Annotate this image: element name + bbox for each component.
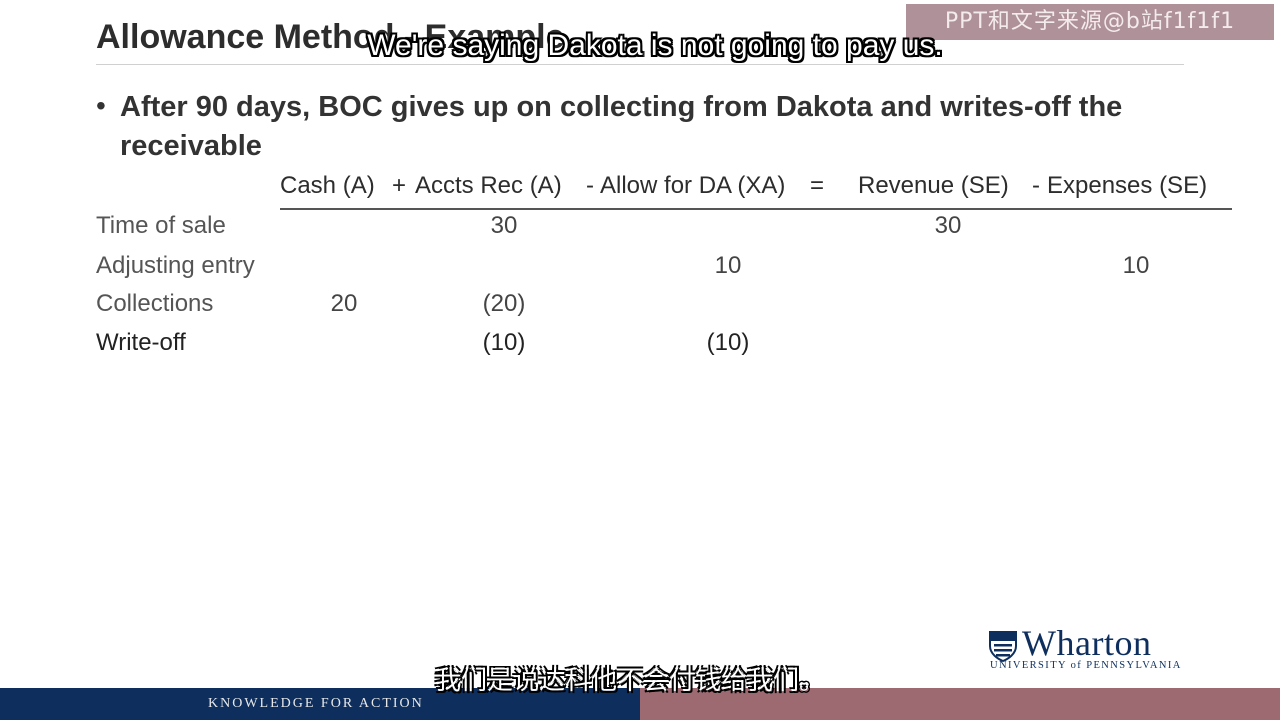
title-divider: [96, 64, 1184, 65]
english-subtitle: We're saying Dakota is not going to pay …: [367, 29, 943, 62]
slide-title: Allowance Method - Example: [96, 18, 565, 56]
cell-allow-da: (10): [706, 329, 750, 356]
row-label-collections: Collections: [96, 290, 214, 317]
bullet-dot-icon: •: [96, 90, 106, 121]
chinese-subtitle: 我们是说达科他不会付钱给我们。: [434, 666, 825, 696]
cell-expenses: 10: [1122, 252, 1150, 279]
cell-accts-rec: (20): [482, 290, 526, 317]
cell-accts-rec: 30: [490, 212, 518, 239]
header-minus-2: -: [1032, 172, 1040, 199]
bullet-text: After 90 days, BOC gives up on collectin…: [120, 91, 1123, 162]
row-label-adjusting-entry: Adjusting entry: [96, 252, 255, 279]
watermark-banner: PPT和文字来源@b站f1f1f1: [906, 4, 1274, 40]
cell-allow-da: 10: [714, 252, 742, 279]
header-expenses: Expenses (SE): [1047, 172, 1208, 199]
footer-mauve-bar: [640, 688, 1280, 720]
logo-wordmark: Wharton: [1022, 623, 1152, 663]
header-minus: -: [586, 172, 594, 199]
header-cash: Cash (A): [280, 172, 375, 199]
accounting-equation-header: Cash (A) + Accts Rec (A) - Allow for DA …: [280, 172, 1232, 208]
cell-cash: 20: [330, 290, 358, 317]
header-plus: +: [392, 172, 407, 199]
shield-icon: [989, 631, 1017, 662]
header-accts-rec: Accts Rec (A): [415, 172, 562, 199]
cell-revenue: 30: [934, 212, 962, 239]
row-label-time-of-sale: Time of sale: [96, 212, 226, 239]
cell-accts-rec: (10): [482, 329, 526, 356]
footer-navy-bar: KNOWLEDGE FOR ACTION: [0, 688, 640, 720]
row-label-write-off: Write-off: [96, 329, 186, 356]
header-revenue: Revenue (SE): [858, 172, 1009, 199]
logo-subtitle: UNIVERSITY of PENNSYLVANIA: [990, 660, 1182, 671]
footer-tagline: KNOWLEDGE FOR ACTION: [208, 696, 424, 711]
header-equals: =: [810, 172, 825, 199]
header-allow-da: Allow for DA (XA): [600, 172, 786, 199]
header-underline: [280, 208, 1232, 210]
wharton-logo: Wharton UNIVERSITY of PENNSYLVANIA: [988, 623, 1188, 674]
